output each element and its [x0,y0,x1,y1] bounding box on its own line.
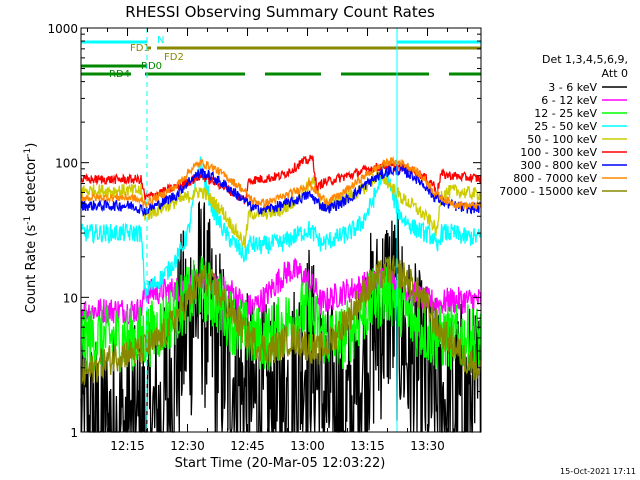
series-layer [80,154,482,433]
legend-header-line-1: Det 1,3,4,5,6,9, [542,53,628,66]
chart-title: RHESSI Observing Summary Count Rates [125,3,435,21]
series-line-25-50-kev [80,156,482,299]
series-line-300-800-kev [80,163,482,217]
legend-label-800-7000-kev: 800 - 7000 keV [513,172,597,185]
x-tick-label-12-45: 12:45 [230,439,265,453]
y-tick-label-100: 100 [55,157,78,171]
y-tick-label-10: 10 [63,291,78,305]
state-bar-label-fd1: FD1 [130,43,150,54]
x-tick-label-13-15: 13:15 [350,439,385,453]
legend-label-3-6-kev: 3 - 6 keV [548,81,597,94]
ticks-layer: 12:15 12:30 12:45 13:00 13:15 13:30 1 10 100 1000 [47,22,481,453]
state-bar-label-n: N [157,35,164,46]
legend-label-6-12-kev: 6 - 12 keV [541,94,597,107]
legend-label-25-50-kev: 25 - 50 keV [534,120,597,133]
series-line-7000-15000-kev [80,255,482,385]
y-axis-label: Count Rate (s-1 detector-1) [23,143,39,314]
x-tick-label-12-30: 12:30 [170,439,205,453]
legend-label-300-800-kev: 300 - 800 keV [520,159,597,172]
legend-label-7000-15000-kev: 7000 - 15000 keV [499,185,597,198]
plot-frame [80,27,482,433]
x-tick-label-13-30: 13:30 [410,439,445,453]
y-tick-label-1: 1 [70,426,78,440]
legend-label-100-300-kev: 100 - 300 keV [520,146,597,159]
y-tick-label-1000: 1000 [47,22,78,36]
legend-label-50-100-kev: 50 - 100 keV [527,133,597,146]
series-line-12-25-kev [80,255,482,374]
x-tick-label-13-00: 13:00 [290,439,325,453]
state-bar-label-rd0: RD0 [141,61,162,72]
legend-label-12-25-kev: 12 - 25 keV [534,107,597,120]
x-tick-label-12-15: 12:15 [110,439,145,453]
x-axis-label: Start Time (20-Mar-05 12:03:22) [175,456,386,471]
state-bar-label-fd2: FD2 [164,52,184,63]
footer-timestamp: 15-Oct-2021 17:11 [560,467,636,476]
state-bar-label-rd4: RD4 [109,69,130,80]
legend-header-line-2: Att 0 [602,67,628,80]
series-line-800-7000-kev [80,155,482,211]
